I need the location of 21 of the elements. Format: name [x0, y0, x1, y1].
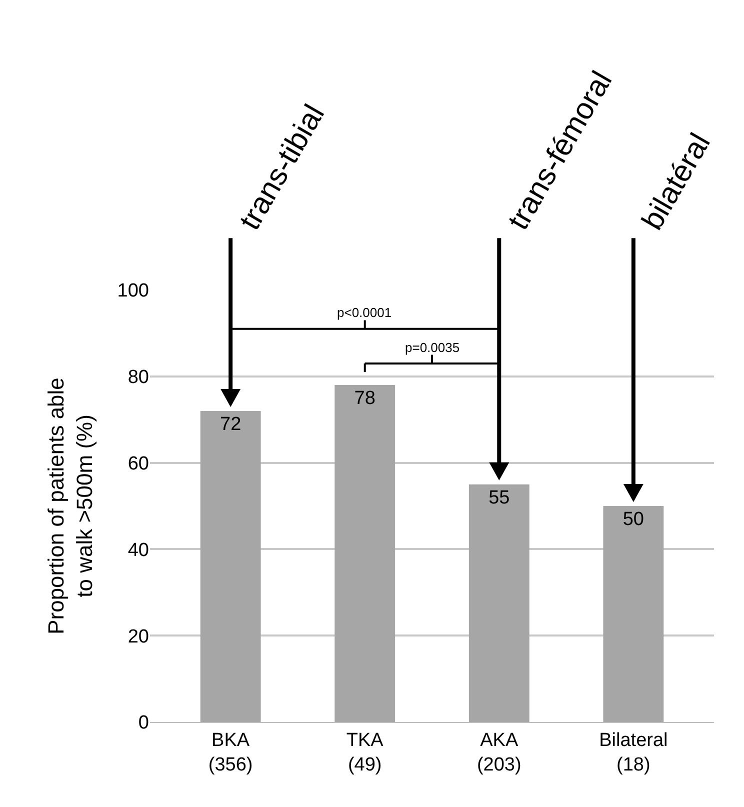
bar — [200, 410, 261, 722]
y-tick-label: 100 — [117, 280, 149, 302]
data-label: 72 — [220, 414, 242, 435]
x-tick-label: TKA (49) — [346, 730, 384, 776]
bar — [334, 385, 396, 722]
y-tick-label: 0 — [138, 712, 149, 734]
bar — [603, 506, 664, 722]
bar — [468, 484, 530, 722]
y-tick-label: 20 — [128, 626, 149, 648]
y-axis-title: Proportion of patients able to walk >500m (%) — [43, 378, 98, 634]
data-label: 50 — [622, 509, 644, 530]
y-tick-label: 80 — [128, 367, 149, 388]
y-tick-label: 40 — [128, 540, 149, 561]
data-label: 55 — [488, 487, 510, 508]
y-tick-label: 60 — [128, 453, 149, 474]
x-tick-label: Bilateral (18) — [599, 730, 668, 776]
annotation: p=0.0035 — [405, 340, 460, 355]
x-tick-label: AKA (203) — [476, 730, 522, 776]
data-label: 78 — [354, 388, 376, 410]
x-tick-label: BKA (356) — [208, 730, 253, 776]
annotation: p<0.0001 — [337, 305, 392, 320]
